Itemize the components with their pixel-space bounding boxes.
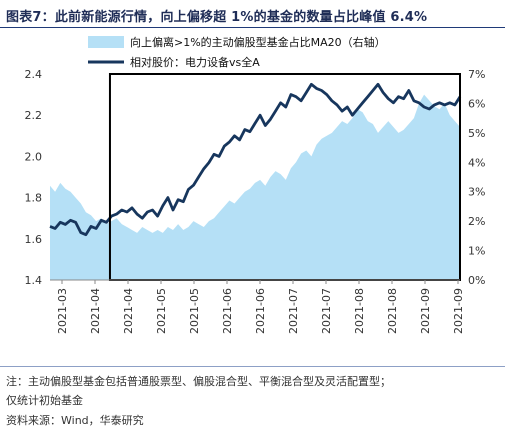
x-tick-label: 2021-03 <box>56 288 69 334</box>
notes-rule <box>0 366 505 367</box>
y-right-tick-label: 3% <box>468 186 485 199</box>
note-line-1: 注：主动偏股型基金包括普通股票型、偏股混合型、平衡混合型及灵活配置型； <box>6 375 391 388</box>
x-tick-label: 2021-09 <box>419 288 432 334</box>
series-line-left-axis <box>49 82 462 237</box>
chart-axes: 1.4 1.6 1.8 2.0 2.2 2.4 0% 1% 2% 3% 4% 5% 6% 7% 2021-0… <box>25 68 486 334</box>
x-tick-label: 2021-06 <box>254 288 267 334</box>
x-tick-label: 2021-07 <box>287 288 300 334</box>
y-right-tick-label: 4% <box>468 156 485 169</box>
x-tick-label: 2021-04 <box>89 288 102 334</box>
x-tick-label: 2021-06 <box>221 288 234 334</box>
figure-title: 图表7：此前新能源行情，向上偏移超 1%的基金的数量占比峰值 6.4% <box>6 6 427 25</box>
y-left-tick-label: 1.6 <box>25 233 43 246</box>
x-tick-label: 2021-05 <box>155 288 168 334</box>
y-right-tick-label: 7% <box>468 68 485 81</box>
plot-area <box>49 73 462 281</box>
x-tick-label: 2021-08 <box>353 288 366 334</box>
y-right-tick-label: 1% <box>468 245 485 258</box>
y-left-tick-label: 2.2 <box>25 109 43 122</box>
title-rule <box>0 27 505 28</box>
y-left-tick-label: 1.8 <box>25 192 43 205</box>
chart-svg: 向上偏离>1%的主动偏股型基金占比MA20（右轴） 相对股价：电力设备vs全A … <box>25 35 486 334</box>
x-tick-label: 2021-05 <box>188 288 201 334</box>
x-tick-label: 2021-09 <box>452 288 465 334</box>
y-left-tick-label: 2.0 <box>25 150 43 163</box>
y-right-tick-label: 0% <box>468 274 485 287</box>
x-tick-label: 2021-04 <box>122 288 135 334</box>
legend-area-label: 向上偏离>1%的主动偏股型基金占比MA20（右轴） <box>130 35 386 49</box>
x-tick-label: 2021-08 <box>386 288 399 334</box>
chart-legend: 向上偏离>1%的主动偏股型基金占比MA20（右轴） 相对股价：电力设备vs全A <box>88 35 386 69</box>
series-area-right-axis <box>50 94 460 280</box>
y-left-tick-label: 2.4 <box>25 68 43 81</box>
source-note: 资料来源：Wind，华泰研究 <box>6 414 144 427</box>
figure-label: 图表7： <box>6 10 55 25</box>
y-right-tick-label: 6% <box>468 97 485 110</box>
x-tick-label: 2021-07 <box>320 288 333 334</box>
y-right-tick-label: 2% <box>468 215 485 228</box>
y-right-tick-label: 5% <box>468 127 485 140</box>
y-left-tick-label: 1.4 <box>25 274 43 287</box>
legend-area-swatch <box>88 36 124 48</box>
legend-line-label: 相对股价：电力设备vs全A <box>130 55 260 69</box>
figure-title-text: 此前新能源行情，向上偏移超 1%的基金的数量占比峰值 6.4% <box>54 10 428 25</box>
note-line-2: 仅统计初始基金 <box>6 394 83 407</box>
